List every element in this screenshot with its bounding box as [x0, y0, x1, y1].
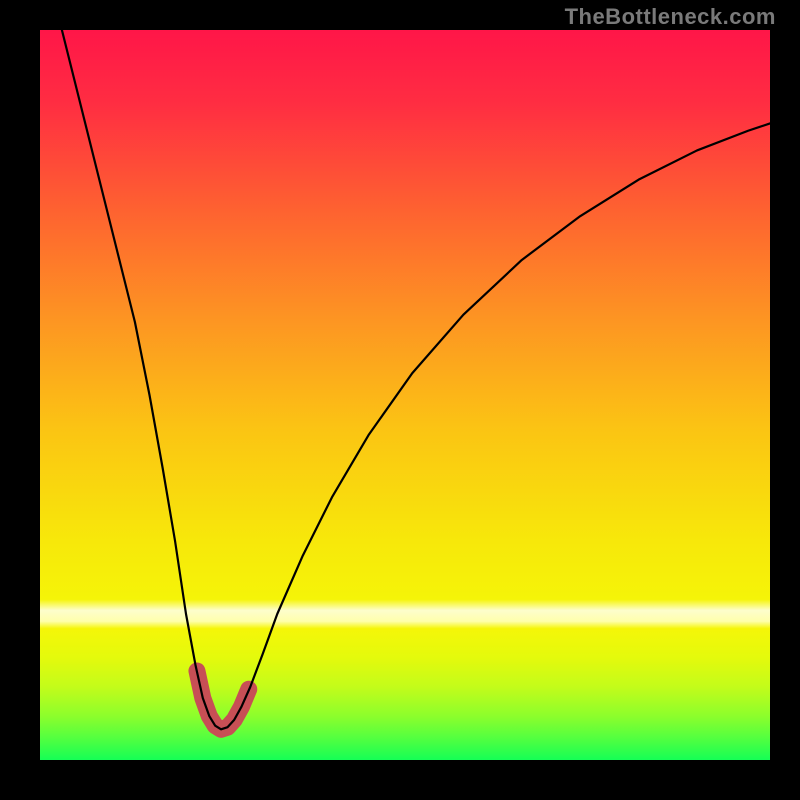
bottleneck-chart	[0, 0, 800, 800]
watermark-label: TheBottleneck.com	[565, 4, 776, 30]
